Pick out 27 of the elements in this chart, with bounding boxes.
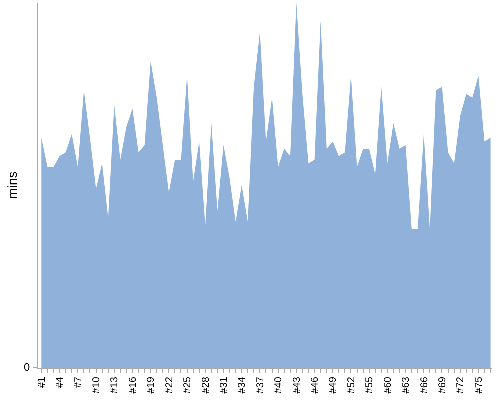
x-tick-label: #63 — [401, 376, 412, 394]
x-tick-label: #66 — [419, 376, 430, 394]
x-tick-label: #31 — [218, 376, 230, 394]
x-tick-label: #52 — [346, 376, 358, 394]
x-tick-label: #4 — [55, 376, 66, 388]
x-tick-label: #72 — [456, 376, 467, 394]
x-tick-label: #55 — [364, 376, 376, 394]
y-axis-title: mins — [4, 171, 20, 200]
x-tick-label: #75 — [474, 376, 485, 394]
text: 0 — [24, 362, 30, 374]
x-tick-label: #34 — [237, 376, 248, 394]
x-tick-label: #25 — [182, 376, 194, 394]
x-tick-label: #19 — [146, 376, 158, 394]
x-tick-label: #49 — [328, 376, 340, 394]
x-tick-label: #28 — [200, 376, 212, 394]
x-tick-label: #37 — [255, 376, 266, 394]
x-tick-label: #69 — [437, 376, 448, 394]
x-tick-label: #60 — [382, 376, 394, 394]
x-tick-label: #7 — [73, 376, 84, 388]
x-tick-label: #1 — [36, 376, 48, 388]
x-tick-label: #13 — [110, 376, 121, 394]
x-tick-label: #43 — [292, 376, 303, 394]
x-tick-label: #40 — [274, 376, 285, 394]
x-tick-label: #10 — [92, 376, 103, 394]
x-tick-label: #16 — [128, 376, 139, 394]
x-tick-label: #46 — [310, 376, 322, 394]
x-tick-label: #22 — [164, 376, 176, 394]
